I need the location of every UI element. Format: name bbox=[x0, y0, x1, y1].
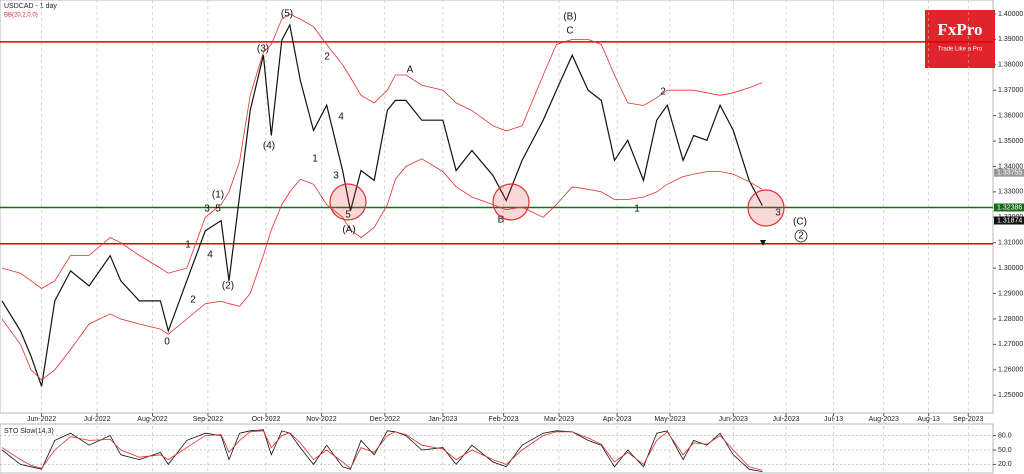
x-tick-label: Jun-2023 bbox=[719, 416, 748, 423]
brand-tagline: Trade Like a Pro bbox=[938, 47, 983, 53]
indicator-label: BB(20,2,0,0) bbox=[4, 13, 38, 19]
y-tick-label: 1.40000 bbox=[998, 11, 1023, 18]
y-tick-label: 1.36000 bbox=[998, 112, 1023, 119]
x-tick-label: Jan-2023 bbox=[428, 416, 457, 423]
wave-label: C bbox=[566, 26, 573, 37]
stoch-panel bbox=[0, 423, 994, 474]
wave-label: (3) bbox=[257, 44, 269, 55]
y-tick-label: 1.34000 bbox=[998, 163, 1023, 170]
highlight-circle bbox=[492, 183, 530, 221]
wave-label: 3 bbox=[775, 208, 781, 219]
y-tick-label: 1.39000 bbox=[998, 36, 1023, 43]
x-tick-label: Feb-2023 bbox=[489, 416, 519, 423]
y-tick-label: 1.30000 bbox=[998, 265, 1023, 272]
y-tick-label: 1.27000 bbox=[998, 341, 1023, 348]
circle-marker bbox=[794, 229, 808, 243]
wave-label: (C) bbox=[793, 217, 807, 228]
arrow bbox=[760, 240, 766, 246]
x-tick-label: Sep-2023 bbox=[953, 416, 983, 423]
x-tick-label: Jul-2023 bbox=[773, 416, 800, 423]
x-tick-label: Sep-2022 bbox=[193, 416, 223, 423]
price-label-box bbox=[994, 168, 1024, 177]
x-tick-label: Aug-2023 bbox=[869, 416, 899, 423]
highlight-circle bbox=[747, 189, 785, 227]
x-tick-label: Nov-2022 bbox=[306, 416, 336, 423]
wave-label: 3 bbox=[333, 171, 339, 182]
x-tick-label: Aug-13 bbox=[917, 416, 940, 423]
x-tick-label: Oct-2022 bbox=[252, 416, 281, 423]
wave-label: (A) bbox=[342, 225, 355, 236]
bollinger-band bbox=[1, 13, 763, 289]
wave-label: 3 bbox=[204, 204, 210, 215]
y-tick-label: 1.28000 bbox=[998, 316, 1023, 323]
price-label: 1.32386 bbox=[997, 204, 1022, 211]
y-tick-label: 20.0 bbox=[998, 461, 1012, 468]
wave-label: (2) bbox=[222, 281, 234, 292]
wave-label: 2 bbox=[798, 231, 804, 242]
x-tick-label: Apr-2023 bbox=[603, 416, 632, 423]
y-tick-label: 80.0 bbox=[998, 432, 1012, 439]
y-tick-label: 1.38000 bbox=[998, 62, 1023, 69]
y-tick-label: 1.25000 bbox=[998, 392, 1023, 399]
wave-label: 1 bbox=[634, 204, 640, 215]
wave-label: 4 bbox=[338, 112, 344, 123]
wave-label: (4) bbox=[263, 141, 275, 152]
x-tick-label: Jul-13 bbox=[824, 416, 843, 423]
y-tick-label: 1.29000 bbox=[998, 290, 1023, 297]
price-label-box bbox=[994, 203, 1024, 212]
wave-label: B bbox=[498, 215, 505, 226]
y-tick-label: 50.0 bbox=[998, 447, 1012, 454]
wave-label: (B) bbox=[563, 12, 576, 23]
price-label: 1.31874 bbox=[997, 217, 1022, 224]
brand-box bbox=[925, 10, 995, 68]
y-tick-label: 1.37000 bbox=[998, 87, 1023, 94]
price-label: 1.33755 bbox=[997, 170, 1022, 177]
wave-label: 1 bbox=[185, 240, 191, 251]
wave-label: A bbox=[407, 65, 414, 76]
stoch-line bbox=[1, 429, 763, 472]
brand-name: FxPro bbox=[937, 20, 982, 39]
wave-label: 4 bbox=[207, 250, 213, 261]
wave-label: 0 bbox=[164, 337, 170, 348]
y-tick-label: 1.33000 bbox=[998, 189, 1023, 196]
bollinger-band bbox=[1, 158, 763, 381]
wave-label: 2 bbox=[324, 52, 330, 63]
wave-label: 1 bbox=[312, 154, 318, 165]
price-panel bbox=[0, 0, 994, 414]
wave-label: 2 bbox=[190, 295, 196, 306]
y-tick-label: 1.35000 bbox=[998, 138, 1023, 145]
price-label-box bbox=[994, 216, 1024, 225]
stoch-title: STO Slow(14,3) bbox=[4, 428, 54, 435]
x-tick-label: May-2023 bbox=[654, 416, 685, 423]
x-tick-label: Aug-2022 bbox=[137, 416, 167, 423]
x-tick-label: Jul-2022 bbox=[84, 416, 111, 423]
wave-label: 5 bbox=[345, 210, 351, 221]
stoch-line bbox=[1, 430, 763, 471]
wave-label: (1) bbox=[212, 190, 224, 201]
y-tick-label: 1.26000 bbox=[998, 367, 1023, 374]
wave-label: 5 bbox=[215, 204, 221, 215]
price-line bbox=[1, 23, 763, 387]
y-tick-label: 1.31000 bbox=[998, 240, 1023, 247]
wave-label: 2 bbox=[660, 87, 666, 98]
chart-title: USDCAD - 1 day bbox=[4, 3, 57, 10]
highlight-circle bbox=[329, 183, 367, 221]
x-tick-label: Mar-2023 bbox=[544, 416, 574, 423]
x-tick-label: Jun-2022 bbox=[27, 416, 56, 423]
x-tick-label: Dec-2022 bbox=[370, 416, 400, 423]
wave-label: (5) bbox=[281, 9, 293, 20]
